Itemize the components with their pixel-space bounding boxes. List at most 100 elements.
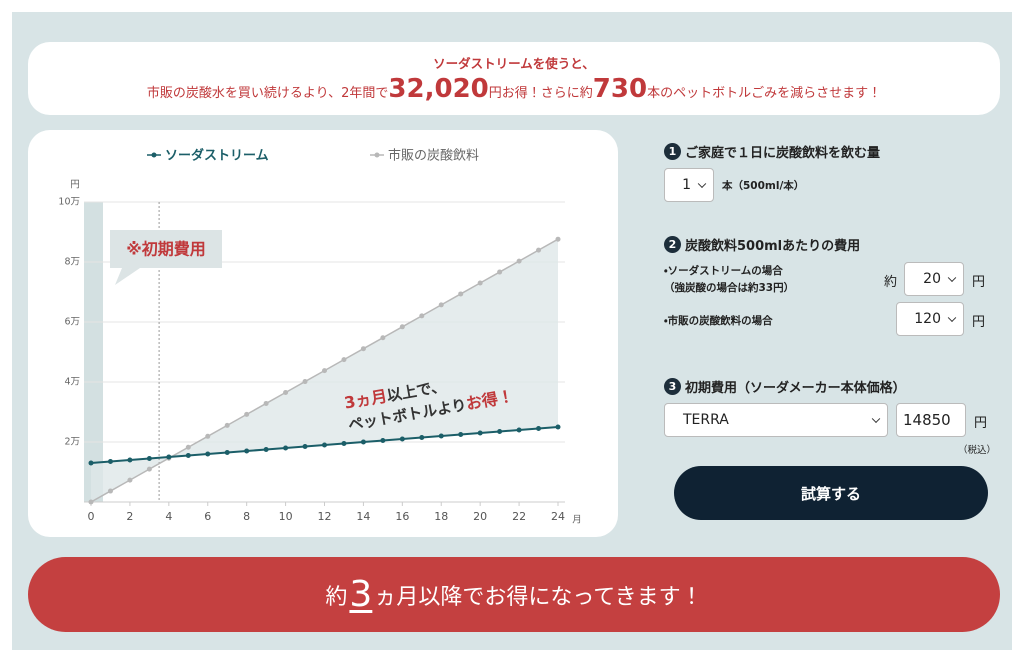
series-point (127, 457, 133, 463)
text: 本のペットボトルごみを減らさせます！ (647, 86, 882, 101)
series-point (146, 456, 152, 461)
x-tick-label: 4 (165, 510, 172, 523)
x-tick-label: 8 (243, 510, 250, 523)
series-point (380, 438, 386, 443)
x-tick-label: 18 (434, 510, 448, 523)
text: 約 (325, 584, 348, 610)
series-point (399, 436, 405, 442)
series-point (341, 357, 347, 363)
x-tick-label: 0 (88, 510, 95, 523)
series-point (341, 441, 347, 446)
savings: 32,020 (388, 74, 489, 104)
series-point (322, 442, 327, 448)
legend-label: 市販の炭酸飲料 (388, 148, 479, 164)
series-point (185, 444, 191, 450)
legend-dot (151, 152, 157, 158)
select[interactable]: 1 (664, 168, 714, 202)
series-point (205, 433, 211, 439)
series-point (224, 450, 230, 455)
step-number: 3 (664, 378, 681, 395)
initial-cost-label: ※初期費用 (126, 240, 206, 259)
x-tick-label: 20 (473, 510, 487, 523)
x-tick-label: 14 (356, 510, 370, 523)
step-label: 初期費用（ソーダメーカー本体価格） (685, 381, 906, 396)
unit: 円 (974, 416, 988, 431)
x-tick-label: 10 (279, 510, 293, 523)
series-point (107, 488, 113, 494)
x-tick-label: 2 (126, 510, 133, 523)
x-tick-label: 12 (318, 510, 332, 523)
x-tick-label: 24 (551, 510, 565, 523)
series-point (380, 335, 386, 341)
bottles: 730 (592, 74, 648, 104)
series-point (516, 427, 522, 433)
series-point (419, 313, 425, 319)
series-point (555, 424, 561, 430)
series-point (438, 302, 444, 308)
series-point (536, 426, 542, 431)
series-point (458, 432, 464, 437)
select[interactable]: TERRA (664, 403, 888, 437)
summary-line2: 市販の炭酸水を買い続けるより、2年間で32,020円お得！さらに約730本のペッ… (28, 74, 1000, 104)
chart-box: 2万 4万 6万 8万 10万円 0 2 4 6 8 10 12 14 16 18 20 22 24 月ソーダストリ… (28, 130, 618, 537)
y-tick-label: 6万 (64, 317, 80, 328)
initial-cost-label-bg (110, 230, 222, 285)
series-point (419, 435, 425, 440)
series-point (263, 400, 269, 406)
select[interactable]: 20 (904, 262, 964, 296)
series-point (283, 390, 289, 395)
select[interactable]: 120 (896, 302, 964, 336)
series-point (88, 460, 94, 466)
series-point (244, 411, 250, 417)
series-point (224, 422, 230, 428)
x-unit: 月 (572, 515, 582, 526)
series-point (360, 439, 366, 445)
text: 市販の炭酸水を買い続けるより、2年間で (146, 86, 389, 101)
step3: 3 初期費用（ソーダメーカー本体価格） (664, 377, 906, 396)
legend-dot (374, 152, 380, 158)
step-label: ご家庭で１日に炭酸飲料を飲む量 (685, 146, 881, 161)
series-point (497, 429, 503, 434)
series-point (146, 466, 152, 472)
y-tick-label: 4万 (64, 377, 80, 388)
step-number: 1 (664, 143, 681, 160)
prefix: 約 (884, 275, 898, 290)
series-point (166, 454, 172, 460)
series-point (302, 379, 308, 385)
y-unit: 円 (70, 180, 80, 191)
series-point (283, 445, 289, 451)
y-tick-label: 2万 (64, 437, 80, 448)
calc-button[interactable]: 試算する (674, 466, 988, 520)
x-tick-label: 22 (512, 510, 526, 523)
unit: 円 (972, 275, 986, 290)
text: 円お得！さらに約 (488, 86, 593, 101)
series-point (536, 247, 542, 253)
result-banner: 約 3 ヵ月以降でお得になってきます！ (28, 557, 1000, 632)
series-point (302, 444, 308, 449)
legend-label: ソーダストリーム (165, 148, 269, 164)
unit: 本（500ml/本） (722, 180, 805, 192)
series-point (477, 430, 483, 436)
series-point (497, 269, 503, 275)
series-point (458, 291, 464, 297)
x-tick-label: 16 (395, 510, 409, 523)
label: ・市販の炭酸飲料の場合 (664, 315, 773, 327)
series-point (205, 451, 211, 457)
note: （強炭酸の場合は約33円） (664, 282, 795, 294)
unit: 円 (972, 315, 986, 330)
summary-line1: ソーダストリームを使うと、 (433, 56, 595, 71)
tax-note: （税込） (958, 445, 997, 456)
months: 3 (349, 574, 373, 615)
series-point (88, 499, 94, 505)
step2: 2 炭酸飲料500mlあたりの費用 (664, 235, 860, 254)
price-input[interactable]: 14850 (896, 403, 966, 437)
summary-box: ソーダストリームを使うと、 市販の炭酸水を買い続けるより、2年間で32,020円… (28, 42, 1000, 115)
x-tick-label: 6 (204, 510, 211, 523)
series-point (360, 346, 366, 352)
series-point (127, 477, 133, 483)
series-point (322, 368, 327, 374)
series-point (438, 433, 444, 439)
